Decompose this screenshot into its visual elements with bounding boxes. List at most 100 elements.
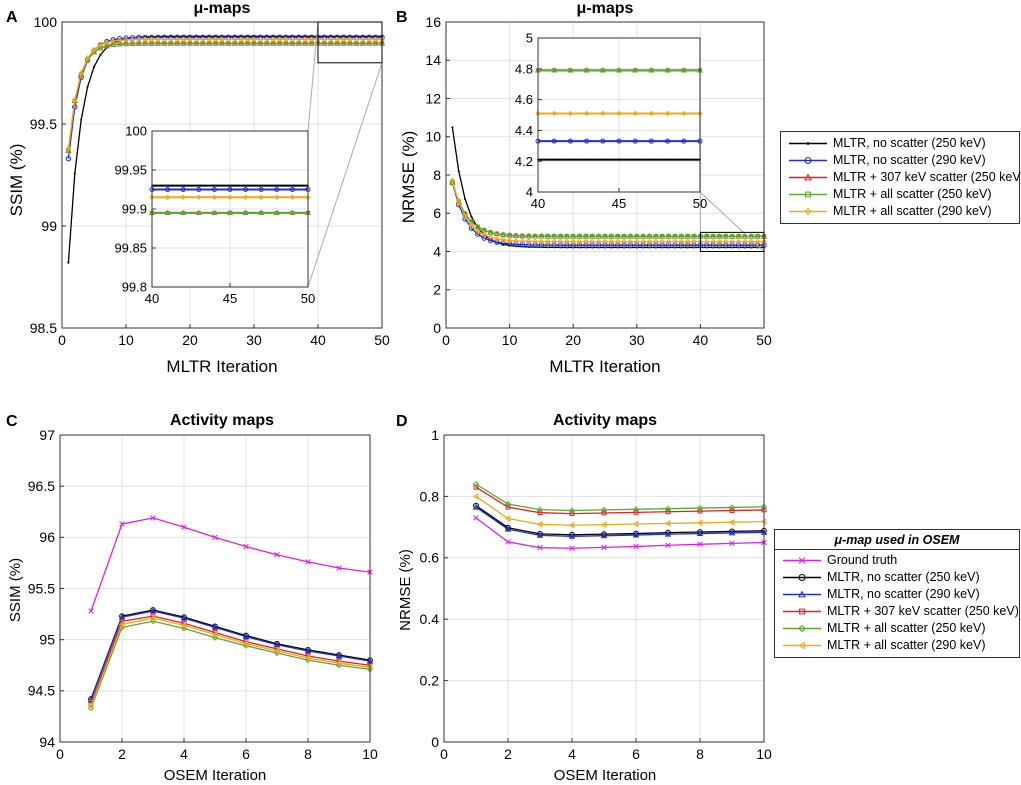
panel-d-point bbox=[472, 493, 479, 500]
panel-b-ytick-label: 0 bbox=[433, 320, 441, 336]
panel-a-point bbox=[80, 118, 83, 121]
legend-swatch bbox=[789, 191, 827, 198]
panel-a-point bbox=[167, 36, 174, 43]
panel-a-point bbox=[225, 36, 232, 43]
panel-b-point bbox=[754, 242, 761, 248]
legend-marker-group bbox=[799, 608, 805, 615]
panel-c-frame bbox=[59, 434, 371, 743]
panel-c-series-line bbox=[90, 610, 371, 701]
legend-marker-group bbox=[797, 641, 805, 650]
panel-c-ytick-label: 97 bbox=[39, 427, 55, 443]
panel-b-xtick-label: 40 bbox=[693, 332, 709, 348]
legend-entry: MLTR + all scatter (250 keV) bbox=[781, 186, 1019, 203]
panel-a-inset-point bbox=[243, 210, 248, 216]
panel-a-point bbox=[206, 36, 213, 43]
panel-a-inset-point bbox=[274, 210, 279, 216]
panel-b-inset-point bbox=[600, 68, 605, 73]
legend-swatch bbox=[783, 590, 821, 598]
panel-a-inset-point bbox=[180, 194, 186, 201]
legend-label: MLTR, no scatter (250 keV) bbox=[833, 136, 986, 150]
panel-b-inset-point bbox=[584, 138, 590, 144]
panel-b-point bbox=[646, 242, 653, 248]
panel-b-inset-point bbox=[568, 68, 573, 73]
panel-b-xtick-label: 0 bbox=[442, 332, 450, 348]
panel-letter-a: A bbox=[6, 9, 18, 26]
panel-b-xtick-label: 10 bbox=[502, 332, 518, 348]
panel-b-point bbox=[507, 233, 512, 238]
panel-b-point bbox=[481, 231, 488, 238]
panel-b-point bbox=[577, 234, 582, 239]
panel-d-point bbox=[665, 509, 671, 515]
panel-b-ytick-label: 2 bbox=[433, 282, 441, 298]
panel-b-point bbox=[621, 234, 627, 239]
panel-a-point bbox=[98, 45, 103, 51]
panel-d-point bbox=[536, 521, 543, 528]
panel-b-point bbox=[710, 234, 716, 239]
panel-b-point bbox=[589, 242, 595, 248]
panel-b-inset-xtick-label: 50 bbox=[693, 196, 707, 211]
panel-b-point bbox=[596, 234, 601, 239]
panel-b-frame bbox=[445, 21, 765, 329]
panel-d-ytick-label: 0.2 bbox=[420, 673, 440, 689]
panel-d-point bbox=[505, 539, 511, 545]
panel-b-point bbox=[500, 240, 506, 246]
panel-b-point bbox=[564, 234, 570, 239]
panel-b-point bbox=[665, 242, 672, 248]
panel-b-point bbox=[576, 242, 583, 248]
panel-b-ylabel: NRMSE (%) bbox=[399, 131, 418, 224]
panel-b-point bbox=[538, 238, 545, 245]
panel-b-point bbox=[551, 234, 557, 239]
legend-marker-group bbox=[798, 557, 806, 564]
panel-a-inset-point bbox=[165, 210, 170, 216]
panel-a-inset-point bbox=[242, 194, 249, 201]
panel-a-point bbox=[84, 55, 91, 61]
panel-b-zoom-line bbox=[699, 191, 765, 252]
panel-d-point bbox=[600, 532, 608, 539]
panel-d-point bbox=[729, 508, 735, 513]
panel-d-point bbox=[568, 522, 575, 529]
panel-a-inset-point bbox=[290, 210, 295, 216]
panel-a-zoom-line bbox=[307, 62, 383, 288]
panel-b-inset-point bbox=[648, 110, 655, 117]
panel-a-inset-point bbox=[166, 184, 169, 187]
panel-b-inset-ytick-label: 4 bbox=[526, 185, 533, 200]
panel-b-point bbox=[570, 238, 577, 245]
panel-b-point bbox=[640, 234, 646, 239]
panel-a-inset-ytick-label: 99.85 bbox=[114, 241, 147, 256]
panel-b-inset-point bbox=[665, 138, 671, 144]
panel-letter-b: B bbox=[396, 9, 408, 26]
panel-d-point bbox=[568, 532, 576, 539]
panel-b-title: μ-maps bbox=[577, 0, 634, 17]
panel-b-inset-xtick-label: 40 bbox=[531, 196, 545, 211]
panel-c-xtick-label: 8 bbox=[304, 746, 312, 762]
panel-a-point bbox=[116, 37, 123, 44]
legend-marker-group bbox=[798, 624, 806, 633]
panel-b-ytick-label: 10 bbox=[425, 129, 441, 145]
panel-b-point bbox=[659, 234, 665, 239]
panel-a-point bbox=[65, 145, 72, 152]
panel-d-series-line bbox=[475, 505, 765, 536]
panel-b-point bbox=[513, 238, 519, 244]
panel-a-inset-point bbox=[275, 184, 278, 187]
panel-b-ytick-label: 16 bbox=[425, 14, 441, 30]
panel-letter-c: C bbox=[6, 413, 18, 430]
panel-b-point bbox=[647, 234, 652, 239]
legend-label: MLTR, no scatter (250 keV) bbox=[827, 570, 980, 584]
panel-b-point bbox=[742, 234, 748, 239]
panel-c-series-line bbox=[90, 517, 371, 612]
panel-a-point bbox=[334, 36, 341, 43]
panel-b-point bbox=[672, 238, 678, 245]
panel-b-point bbox=[627, 238, 634, 245]
panel-b-point bbox=[735, 238, 742, 245]
panel-a-inset-point bbox=[196, 210, 201, 216]
panel-b-ytick-label: 8 bbox=[433, 167, 441, 183]
panel-b-inset-frame bbox=[537, 37, 701, 193]
panel-a-point bbox=[340, 36, 347, 43]
panel-d-point bbox=[473, 502, 479, 509]
panel-b-point bbox=[519, 241, 526, 248]
panel-a-inset-point bbox=[164, 194, 171, 201]
panel-d-ylabel: NRMSE (%) bbox=[397, 549, 414, 631]
panel-d-xtick-label: 10 bbox=[756, 746, 772, 762]
panel-b-ytick-label: 6 bbox=[433, 205, 441, 221]
panel-b-point bbox=[665, 238, 672, 245]
